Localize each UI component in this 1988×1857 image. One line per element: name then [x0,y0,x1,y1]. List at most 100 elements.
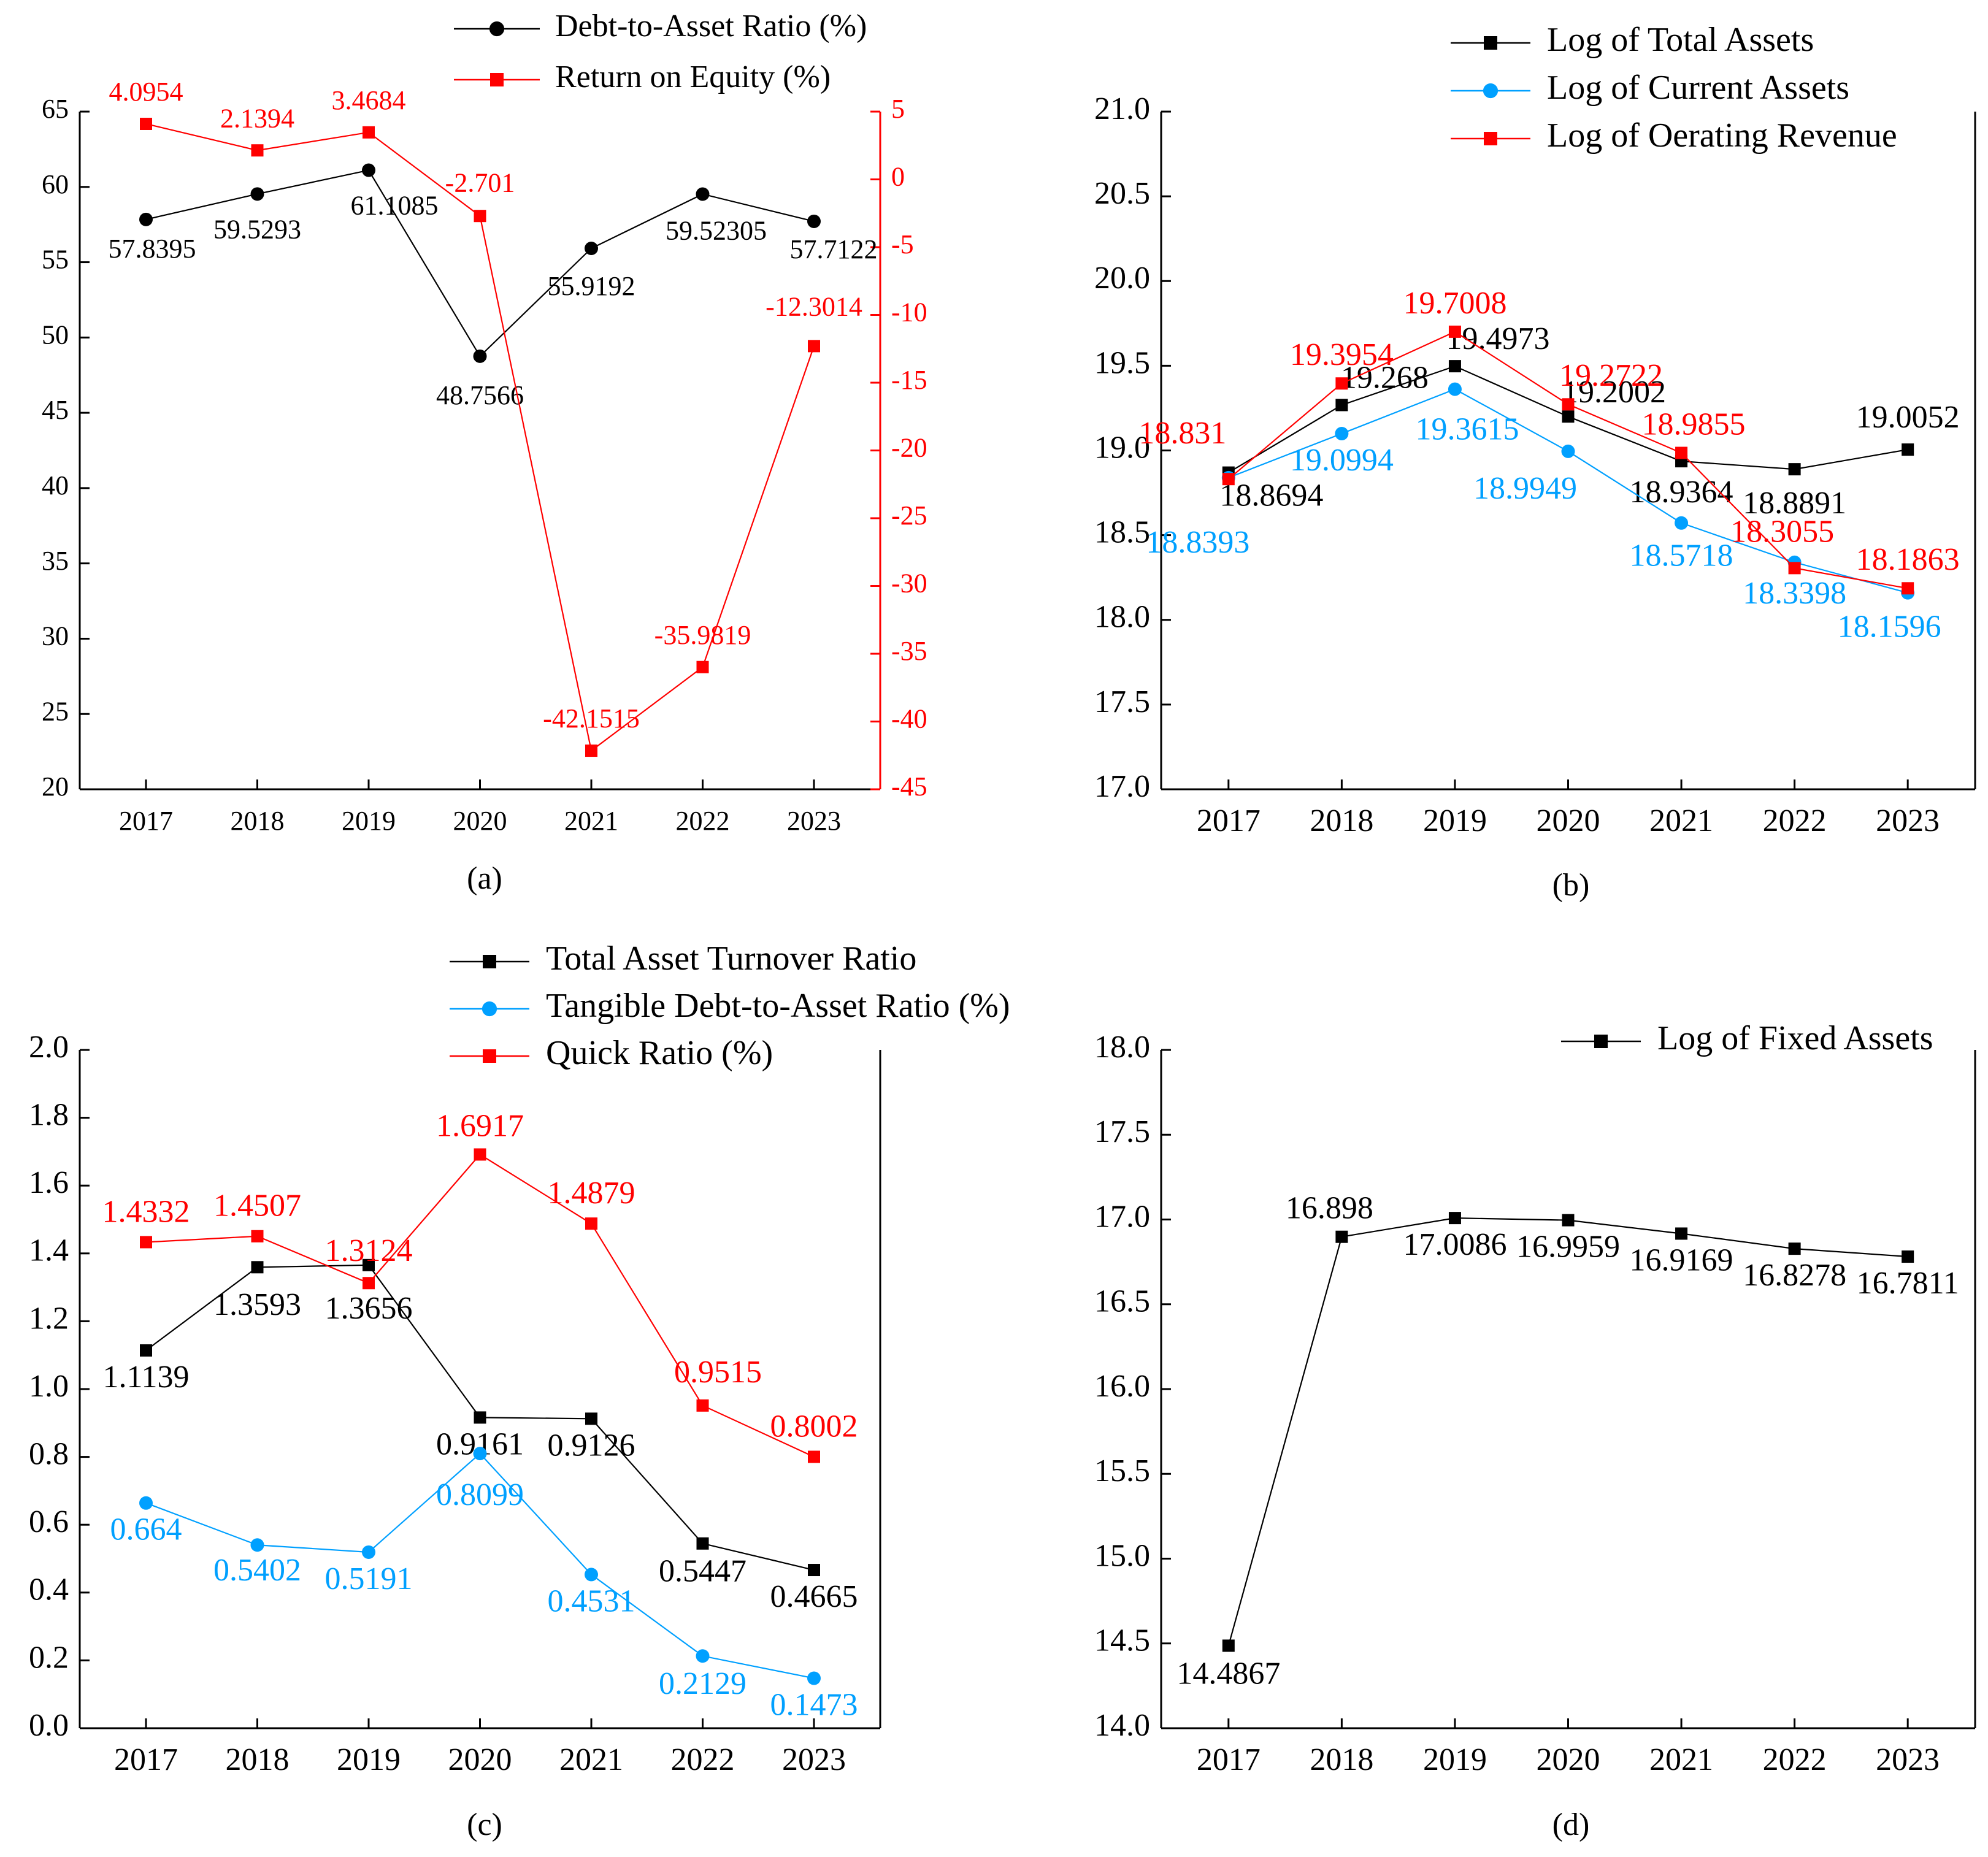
a-y2-tick-label: -35 [891,636,927,666]
c-y-tick-label: 1.6 [29,1165,69,1200]
c-series-2-point [696,1399,709,1412]
c-series-1-point [696,1649,710,1663]
c-legend-label: Quick Ratio (%) [546,1034,773,1072]
c-y-tick-label: 0.4 [29,1572,69,1607]
a-legend-marker [489,21,505,37]
d-legend-label: Log of Fixed Assets [1657,1019,1933,1057]
a-x-tick-label: 2020 [453,806,507,836]
d-x-tick-label: 2018 [1310,1742,1373,1777]
c-y-tick-label: 1.4 [29,1233,69,1268]
b-series-2-data-label: 18.3055 [1730,514,1834,549]
a-series-1-point [474,210,486,223]
c-legend-marker [483,1049,496,1063]
d-x-tick-label: 2019 [1423,1742,1487,1777]
c-series-2-point [808,1450,820,1463]
b-series-0-data-label: 19.4973 [1446,321,1549,356]
d-x-tick-label: 2020 [1537,1742,1600,1777]
a-series-1-data-label: -35.9819 [654,620,751,650]
c-series-2-data-label: 1.4332 [102,1194,190,1229]
b-series-2-point [1448,325,1461,338]
a-series-1-point [696,660,709,673]
c-y-tick-label: 1.2 [29,1301,69,1336]
c-series-0-point [474,1411,486,1424]
a-series-0-data-label: 48.7566 [436,380,524,410]
c-series-1-data-label: 0.5191 [325,1561,413,1596]
a-x-tick-label: 2022 [676,806,730,836]
panel-b-caption: (b) [1552,868,1590,903]
a-series-1-point [808,340,820,353]
b-series-2-point [1902,582,1914,595]
a-y2-tick-label: -30 [891,569,927,599]
d-series-0-point [1335,1230,1348,1243]
b-series-0-data-label: 18.9364 [1630,475,1733,510]
d-y-tick-label: 16.0 [1094,1369,1150,1404]
c-series-0-data-label: 1.1139 [102,1360,189,1395]
c-series-0-data-label: 1.3593 [213,1287,301,1322]
d-y-tick-label: 15.0 [1094,1538,1150,1573]
a-series-0-point [807,214,821,228]
panel-d-y-ticks: 18.0 17.5 17.0 16.5 16.0 15.5 15.0 14.5 14.0 [1094,1030,1171,1743]
a-series-0-data-label: 57.8395 [109,234,196,264]
a-y-tick-label: 25 [42,696,69,726]
b-x-tick-label: 2017 [1197,803,1261,838]
d-series-0-data-label: 17.0086 [1403,1227,1506,1262]
c-series-2-data-label: 1.3124 [325,1233,413,1268]
a-series-1-point [585,745,597,757]
a-y-tick-label: 55 [42,245,69,275]
panel-c: 2.01.81.61.41.21.00.80.60.40.20.0 2017 20… [29,940,1010,1842]
b-y-tick-label: 17.0 [1094,769,1150,804]
b-y-tick-label: 19.5 [1094,345,1150,380]
c-series-2-point [363,1277,375,1290]
b-y-tick-label: 21.0 [1094,91,1150,126]
d-y-tick-label: 15.5 [1094,1453,1150,1488]
a-series-0-point [473,349,487,363]
b-legend-marker [1483,83,1499,99]
a-x-tick-label: 2017 [119,806,173,836]
b-series-0-point [1902,443,1914,456]
a-y-tick-label: 35 [42,546,69,576]
c-series-2-point [251,1230,264,1242]
c-series-1-point [585,1568,598,1582]
c-series-1-point [362,1545,375,1559]
panel-d: 18.0 17.5 17.0 16.5 16.0 15.5 15.0 14.5 14.0 201… [1094,1019,1976,1842]
c-legend-marker [483,955,496,968]
c-series-0-point [808,1564,820,1577]
d-series-0-point [1788,1242,1801,1255]
c-series-0-point [363,1258,375,1271]
a-series-1-point [251,144,264,157]
b-series-2-data-label: 18.9855 [1642,407,1746,442]
c-series-1-data-label: 0.5402 [213,1553,301,1588]
d-y-tick-label: 17.5 [1094,1114,1150,1149]
a-series-0-data-label: 57.7122 [790,234,878,264]
c-series-1-point [473,1447,487,1461]
c-series-1-data-label: 0.1473 [770,1687,858,1722]
a-y-tick-label: 50 [42,320,69,350]
a-series-1-data-label: -42.1515 [543,703,640,733]
a-y2-tick-label: 0 [891,162,905,192]
c-y-tick-label: 0.6 [29,1504,69,1539]
panel-d-legend: Log of Fixed Assets [1561,1019,1933,1057]
panel-c-y-ticks: 2.0 1.8 1.6 1.4 1.2 1.0 0.8 0.6 0.4 0.2 0.0 [29,1030,90,1743]
c-series-2-data-label: 0.8002 [770,1409,858,1444]
b-series-1-point [1675,516,1689,530]
d-series-0-point [1562,1214,1575,1227]
d-series-0-point [1448,1212,1461,1225]
a-series-0-data-label: 61.1085 [351,191,439,221]
panel-a-y2-ticks: 5 0 -5 -10 -15 -20 -25 -30 -35 -40 -45 [870,94,927,802]
b-series-0-data-label: 19.2002 [1562,375,1666,410]
c-x-tick-label: 2017 [114,1742,178,1777]
d-series-0-data-label: 16.898 [1286,1191,1373,1226]
c-legend-label: Total Asset Turnover Ratio [546,940,916,978]
b-x-tick-label: 2019 [1423,803,1487,838]
b-series-0-data-label: 18.8694 [1219,478,1323,513]
d-series-0-data-label: 14.4867 [1176,1656,1280,1691]
c-y-tick-label: 1.8 [29,1098,69,1133]
b-series-2-point [1335,377,1348,390]
b-legend-marker [1484,36,1497,50]
c-legend-marker [482,1001,497,1017]
d-x-tick-label: 2017 [1197,1742,1261,1777]
c-y-tick-label: 0.2 [29,1640,69,1675]
c-series-2-point [474,1148,486,1161]
b-legend-marker [1484,132,1497,145]
panel-a-legend: Debt-to-Asset Ratio (%) Return on Equity … [454,9,867,94]
